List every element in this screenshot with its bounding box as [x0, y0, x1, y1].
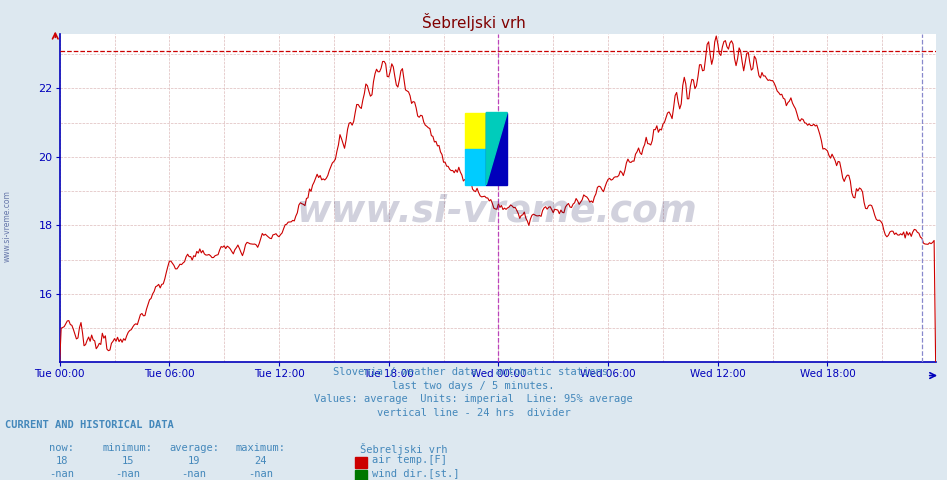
Text: 18: 18 — [55, 456, 68, 466]
Text: -nan: -nan — [49, 469, 74, 480]
Text: now:: now: — [49, 443, 74, 453]
Text: average:: average: — [170, 443, 219, 453]
Text: last two days / 5 minutes.: last two days / 5 minutes. — [392, 381, 555, 391]
Text: 24: 24 — [254, 456, 267, 466]
Text: 19: 19 — [188, 456, 201, 466]
Bar — [465, 149, 486, 185]
Bar — [486, 112, 508, 185]
Bar — [465, 112, 486, 149]
Text: Šebreljski vrh: Šebreljski vrh — [421, 13, 526, 32]
Text: Values: average  Units: imperial  Line: 95% average: Values: average Units: imperial Line: 95… — [314, 394, 633, 404]
Text: air temp.[F]: air temp.[F] — [372, 455, 447, 465]
Text: CURRENT AND HISTORICAL DATA: CURRENT AND HISTORICAL DATA — [5, 420, 173, 430]
Text: -nan: -nan — [182, 469, 206, 480]
Text: -nan: -nan — [116, 469, 140, 480]
Text: minimum:: minimum: — [103, 443, 152, 453]
Text: wind dir.[st.]: wind dir.[st.] — [372, 468, 459, 478]
Text: www.si-vreme.com: www.si-vreme.com — [3, 190, 12, 262]
Polygon shape — [486, 112, 508, 185]
Text: maximum:: maximum: — [236, 443, 285, 453]
Text: -nan: -nan — [248, 469, 273, 480]
Text: 15: 15 — [121, 456, 134, 466]
Text: Slovenia / weather data - automatic stations.: Slovenia / weather data - automatic stat… — [333, 367, 614, 377]
Text: vertical line - 24 hrs  divider: vertical line - 24 hrs divider — [377, 408, 570, 418]
Text: www.si-vreme.com: www.si-vreme.com — [297, 193, 698, 229]
Text: Šebreljski vrh: Šebreljski vrh — [360, 443, 447, 455]
